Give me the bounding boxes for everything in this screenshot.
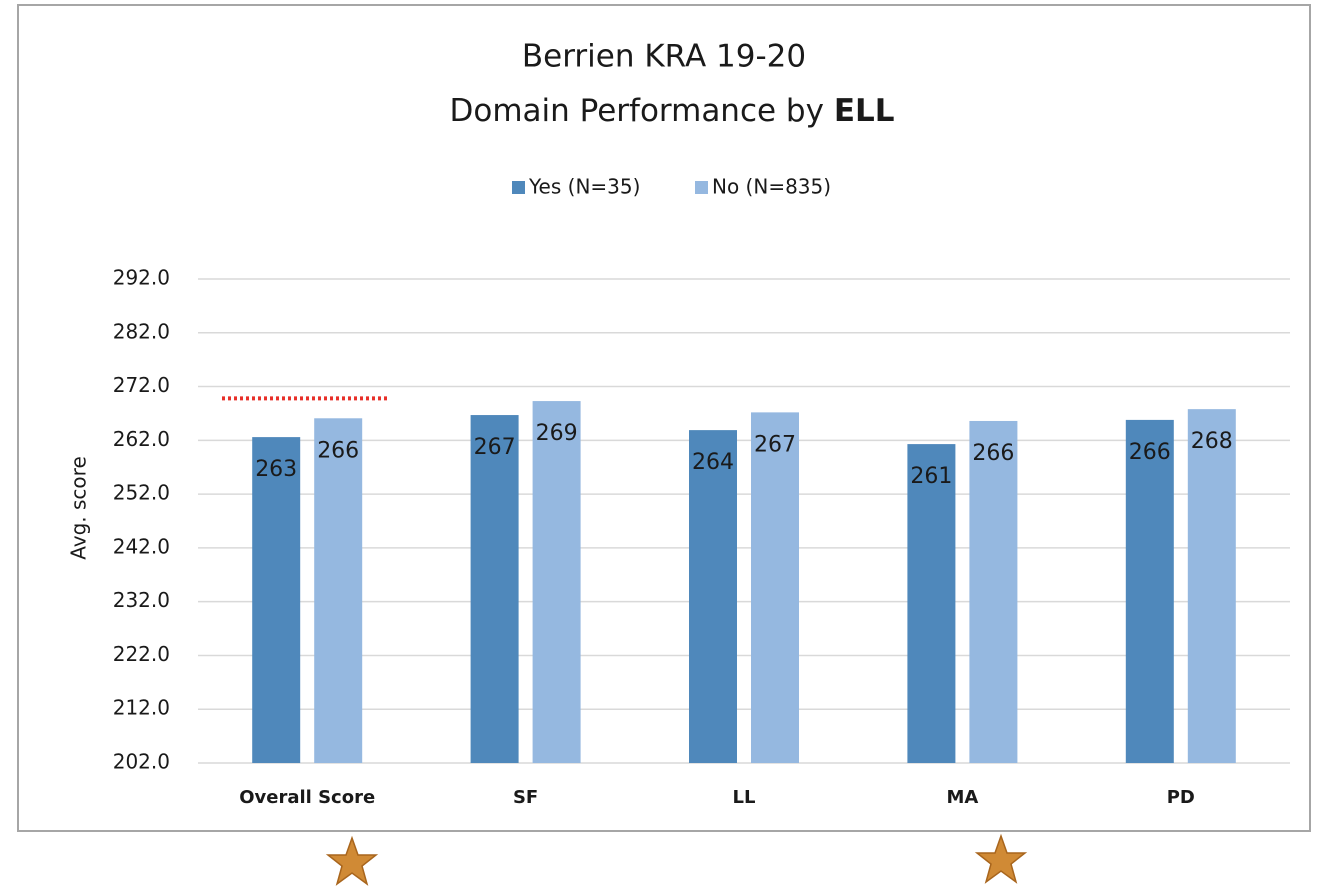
bar: [252, 437, 301, 763]
bar: [907, 444, 956, 763]
x-tick-label: MA: [946, 787, 978, 808]
y-tick-label: 262.0: [113, 427, 170, 451]
star: [974, 833, 1028, 884]
bar: [1125, 419, 1174, 763]
chart-subtitle: Domain Performance by ELL: [449, 93, 894, 129]
y-axis-title: Avg. score: [67, 456, 91, 560]
data-label: 261: [910, 464, 952, 489]
data-label: 267: [474, 435, 516, 460]
bar: [689, 430, 737, 763]
legend-label: Yes (N=35): [528, 175, 640, 199]
bar: [314, 418, 363, 763]
legend-swatch: [695, 181, 708, 194]
y-tick-label: 252.0: [113, 481, 170, 505]
bar: [969, 420, 1018, 763]
data-label: 267: [754, 432, 796, 457]
subtitle-emphasis: ELL: [834, 93, 895, 129]
y-tick-label: 232.0: [113, 588, 170, 612]
data-label: 264: [692, 450, 734, 475]
bar: [470, 415, 519, 763]
y-tick-label: 222.0: [113, 642, 170, 666]
data-label: 266: [1129, 440, 1171, 465]
x-tick-label: Overall Score: [239, 787, 375, 808]
chart-title: Berrien KRA 19-20: [522, 39, 806, 75]
y-tick-label: 272.0: [113, 373, 170, 397]
bar: [1187, 409, 1236, 763]
y-tick-label: 242.0: [113, 534, 170, 558]
y-tick-label: 202.0: [113, 750, 170, 774]
chart-border: [17, 4, 1311, 832]
data-label: 266: [317, 438, 359, 463]
data-label: 268: [1191, 429, 1233, 454]
y-tick-label: 292.0: [113, 266, 170, 290]
y-tick-label: 212.0: [113, 696, 170, 720]
legend-swatch: [512, 181, 525, 194]
legend-label: No (N=835): [712, 175, 831, 199]
x-tick-label: LL: [733, 787, 756, 808]
bar: [532, 401, 581, 763]
data-label: 269: [536, 421, 578, 446]
star: [325, 835, 379, 886]
subtitle-text: Domain Performance by: [449, 93, 823, 129]
data-label: 263: [255, 457, 297, 482]
y-tick-label: 282.0: [113, 319, 170, 343]
x-tick-label: PD: [1167, 787, 1195, 808]
bar: [751, 412, 799, 763]
x-tick-label: SF: [513, 787, 538, 808]
data-label: 266: [972, 441, 1014, 466]
